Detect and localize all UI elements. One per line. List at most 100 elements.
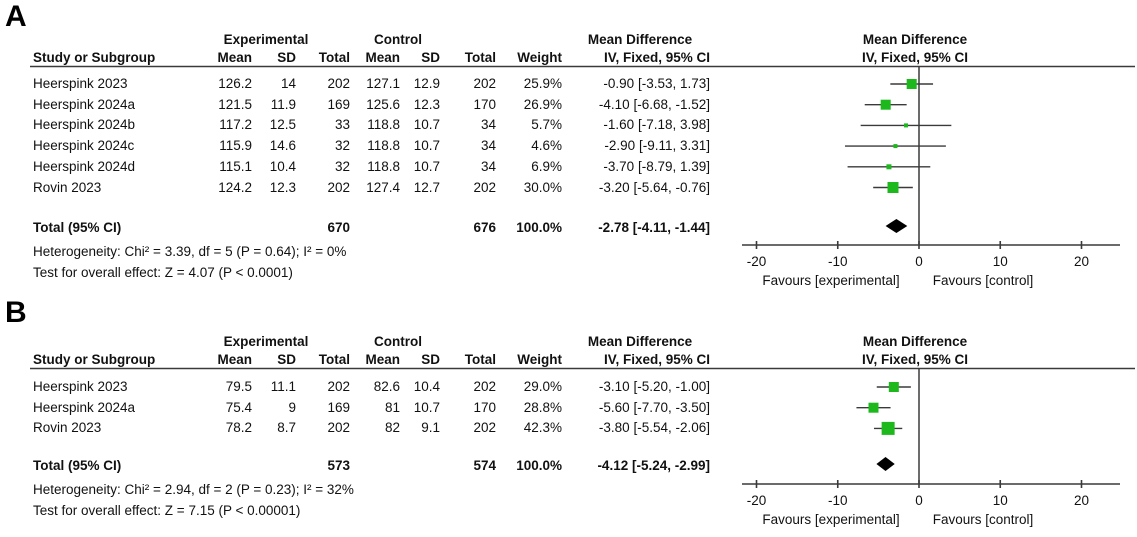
cell-ci_text: -4.10 [-6.68, -1.52] [598, 96, 710, 112]
cell-ctl_mean: 81 [384, 399, 400, 415]
study-name: Rovin 2023 [33, 179, 102, 195]
axis-tick-label: -10 [828, 493, 848, 508]
overall-effect-text: Test for overall effect: Z = 7.15 (P < 0… [33, 503, 301, 518]
total-ctl-total: 574 [473, 458, 496, 473]
effect-square [880, 99, 891, 110]
cell-exp_mean: 115.9 [219, 138, 252, 154]
cell-weight: 29.0% [523, 379, 562, 394]
cell-ctl_total: 202 [473, 179, 496, 195]
cell-ci_text: -3.80 [-5.54, -2.06] [598, 420, 710, 436]
total-exp-total: 573 [327, 458, 350, 473]
study-name: Heerspink 2024b [33, 117, 136, 133]
cell-exp_mean: 124.2 [218, 179, 252, 195]
cell-weight: 4.6% [531, 138, 562, 154]
total-ctl-total: 676 [473, 220, 496, 235]
study-name: Heerspink 2024c [33, 138, 135, 154]
cell-exp_total: 202 [327, 379, 350, 394]
study-name: Heerspink 2024a [33, 96, 136, 112]
cell-exp_total: 33 [334, 117, 350, 133]
cell-ctl_mean: 118.8 [367, 117, 400, 133]
cell-ctl_mean: 118.8 [367, 158, 400, 174]
cell-weight: 28.8% [523, 399, 562, 415]
column-header-study: Study or Subgroup [33, 352, 156, 367]
cell-ctl_mean: 125.6 [366, 96, 400, 112]
panel-label-b: B [5, 296, 27, 329]
cell-exp_total: 202 [327, 76, 350, 91]
cell-ctl_mean: 127.1 [366, 76, 400, 91]
pooled-diamond [885, 219, 908, 233]
study-name: Heerspink 2023 [33, 379, 128, 394]
column-header-exp_total: Total [318, 50, 350, 65]
cell-ctl_sd: 10.7 [413, 117, 440, 133]
column-header-exp_total: Total [318, 352, 350, 367]
column-header-ci_text: IV, Fixed, 95% CI [603, 50, 710, 65]
column-header-weight: Weight [517, 352, 562, 367]
cell-ci_text: -1.60 [-7.18, 3.98] [603, 117, 710, 133]
column-header-ctl_mean: Mean [365, 50, 400, 65]
cell-exp_sd: 12.5 [269, 117, 296, 133]
group-header-control: Control [374, 334, 422, 349]
total-exp-total: 670 [327, 220, 350, 235]
group-header-control: Control [374, 32, 422, 47]
study-name: Rovin 2023 [33, 420, 102, 436]
column-header-study: Study or Subgroup [33, 50, 156, 65]
group-header-experimental: Experimental [223, 32, 309, 47]
group-header-experimental: Experimental [223, 334, 309, 349]
cell-ctl_sd: 10.7 [413, 138, 440, 154]
column-header-exp_mean: Mean [217, 50, 252, 65]
column-header-ctl_mean: Mean [365, 352, 400, 367]
cell-weight: 42.3% [523, 420, 562, 436]
cell-ctl_total: 34 [480, 138, 496, 154]
cell-exp_sd: 8.7 [277, 420, 296, 436]
cell-exp_sd: 14 [280, 76, 296, 91]
cell-ctl_mean: 118.8 [367, 138, 400, 154]
overall-effect-text: Test for overall effect: Z = 4.07 (P < 0… [33, 265, 293, 280]
cell-ci_text: -3.20 [-5.64, -0.76] [598, 179, 710, 195]
favours-left-label: Favours [experimental] [762, 273, 899, 288]
effect-header-plot-column: Mean Difference [862, 32, 968, 47]
cell-ctl_total: 34 [480, 158, 496, 174]
cell-ci_text: -5.60 [-7.70, -3.50] [598, 399, 710, 415]
total-row-label: Total (95% CI) [33, 458, 122, 473]
total-ci-text: -4.12 [-5.24, -2.99] [597, 458, 710, 473]
cell-ctl_total: 170 [473, 96, 496, 112]
axis-tick-label: -20 [747, 493, 767, 508]
cell-ctl_mean: 127.4 [366, 179, 400, 195]
axis-tick-label: 10 [993, 254, 1008, 269]
cell-ctl_sd: 10.4 [413, 379, 440, 394]
cell-exp_mean: 117.2 [219, 117, 252, 133]
column-header-exp_sd: SD [277, 50, 296, 65]
total-ci-text: -2.78 [-4.11, -1.44] [598, 220, 710, 235]
cell-exp_mean: 126.2 [218, 76, 252, 91]
cell-weight: 30.0% [523, 179, 562, 195]
cell-ctl_sd: 12.3 [413, 96, 440, 112]
favours-right-label: Favours [control] [933, 273, 1034, 288]
cell-exp_mean: 115.1 [219, 158, 252, 174]
cell-exp_mean: 75.4 [225, 399, 252, 415]
effect-square [906, 79, 917, 89]
cell-weight: 5.7% [531, 117, 562, 133]
effect-square [881, 421, 895, 435]
axis-tick-label: -10 [828, 254, 848, 269]
favours-right-label: Favours [control] [933, 512, 1034, 527]
heterogeneity-text: Heterogeneity: Chi² = 2.94, df = 2 (P = … [33, 482, 354, 497]
total-weight: 100.0% [516, 220, 562, 235]
cell-ctl_total: 170 [473, 399, 496, 415]
cell-ctl_total: 202 [473, 379, 496, 394]
cell-ctl_sd: 10.7 [413, 158, 440, 174]
effect-header-text-column: Mean Difference [587, 32, 693, 47]
axis-tick-label: 0 [915, 254, 923, 269]
cell-exp_total: 202 [327, 179, 350, 195]
cell-exp_mean: 78.2 [225, 420, 252, 436]
effect-square [888, 382, 899, 392]
study-name: Heerspink 2024d [33, 158, 136, 174]
column-header-exp_sd: SD [277, 352, 296, 367]
column-header-ci_text: IV, Fixed, 95% CI [603, 352, 710, 367]
column-header-ctl_sd: SD [421, 352, 440, 367]
total-weight: 100.0% [516, 458, 562, 473]
total-row-label: Total (95% CI) [33, 220, 122, 235]
effect-square [886, 164, 892, 170]
effect-header-text-column: Mean Difference [587, 334, 693, 349]
